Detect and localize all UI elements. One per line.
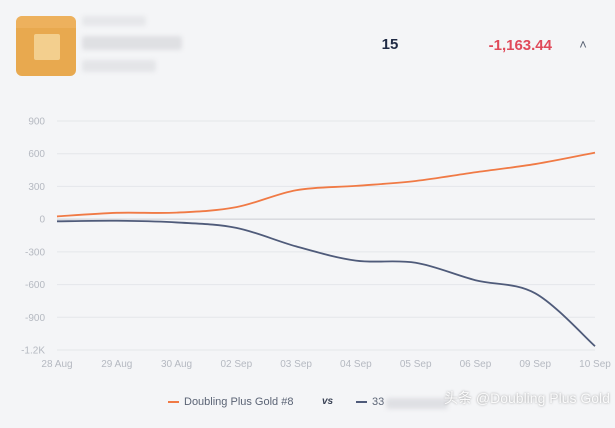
double-chevron-up-icon[interactable]: ˄ (579, 37, 587, 52)
legend-label-series-b: 33 (372, 396, 385, 408)
blurred-name-text (82, 16, 146, 26)
legend-label-series-a: Doubling Plus Gold #8 (184, 396, 294, 408)
y-tick-label: 0 (39, 215, 45, 226)
legend-item-series-a[interactable]: Doubling Plus Gold #8 (168, 396, 293, 408)
x-tick-label: 29 Aug (101, 359, 132, 370)
y-tick-label: -300 (25, 247, 45, 258)
blurred-detail-text (82, 60, 156, 72)
vs-label: vs (322, 396, 334, 407)
x-tick-label: 28 Aug (41, 359, 72, 370)
avatar (16, 16, 76, 76)
series-line-33 (56, 219, 596, 347)
x-tick-label: 09 Sep (519, 359, 551, 370)
y-tick-label: -900 (25, 313, 45, 324)
y-tick-label: 900 (28, 117, 45, 128)
y-tick-label: -600 (25, 280, 45, 291)
trade-count: 15 (381, 36, 399, 53)
x-tick-label: 05 Sep (400, 359, 432, 370)
y-tick-label: 300 (28, 182, 45, 193)
x-tick-label: 10 Sep (579, 359, 611, 370)
blurred-legend-text (386, 398, 448, 409)
y-tick-label: 600 (28, 149, 45, 160)
legend-item-series-b[interactable]: 33 (356, 396, 384, 408)
x-tick-label: 30 Aug (161, 359, 192, 370)
y-tick-label: -1.2K (21, 346, 45, 357)
x-tick-label: 02 Sep (220, 359, 252, 370)
comparison-line-chart: 900 600 300 0 -300 -600 -900 -1.2K 28 Aug 29 Aug 3… (21, 117, 611, 371)
strategy-header: 15 -1,163.44 ˄ (0, 0, 615, 90)
pnl-value: -1,163.44 (488, 37, 552, 54)
legend-swatch-navy (356, 401, 367, 404)
avatar-pattern (16, 16, 76, 28)
blurred-subtitle-text (82, 36, 182, 50)
watermark: 头条 @Doubling Plus Gold (444, 390, 610, 406)
series-line-doubling-plus-gold (56, 151, 596, 218)
x-tick-label: 04 Sep (340, 359, 372, 370)
x-tick-label: 06 Sep (460, 359, 492, 370)
legend-swatch-orange (168, 401, 179, 404)
avatar-pattern-inner (34, 34, 60, 60)
x-tick-label: 03 Sep (280, 359, 312, 370)
